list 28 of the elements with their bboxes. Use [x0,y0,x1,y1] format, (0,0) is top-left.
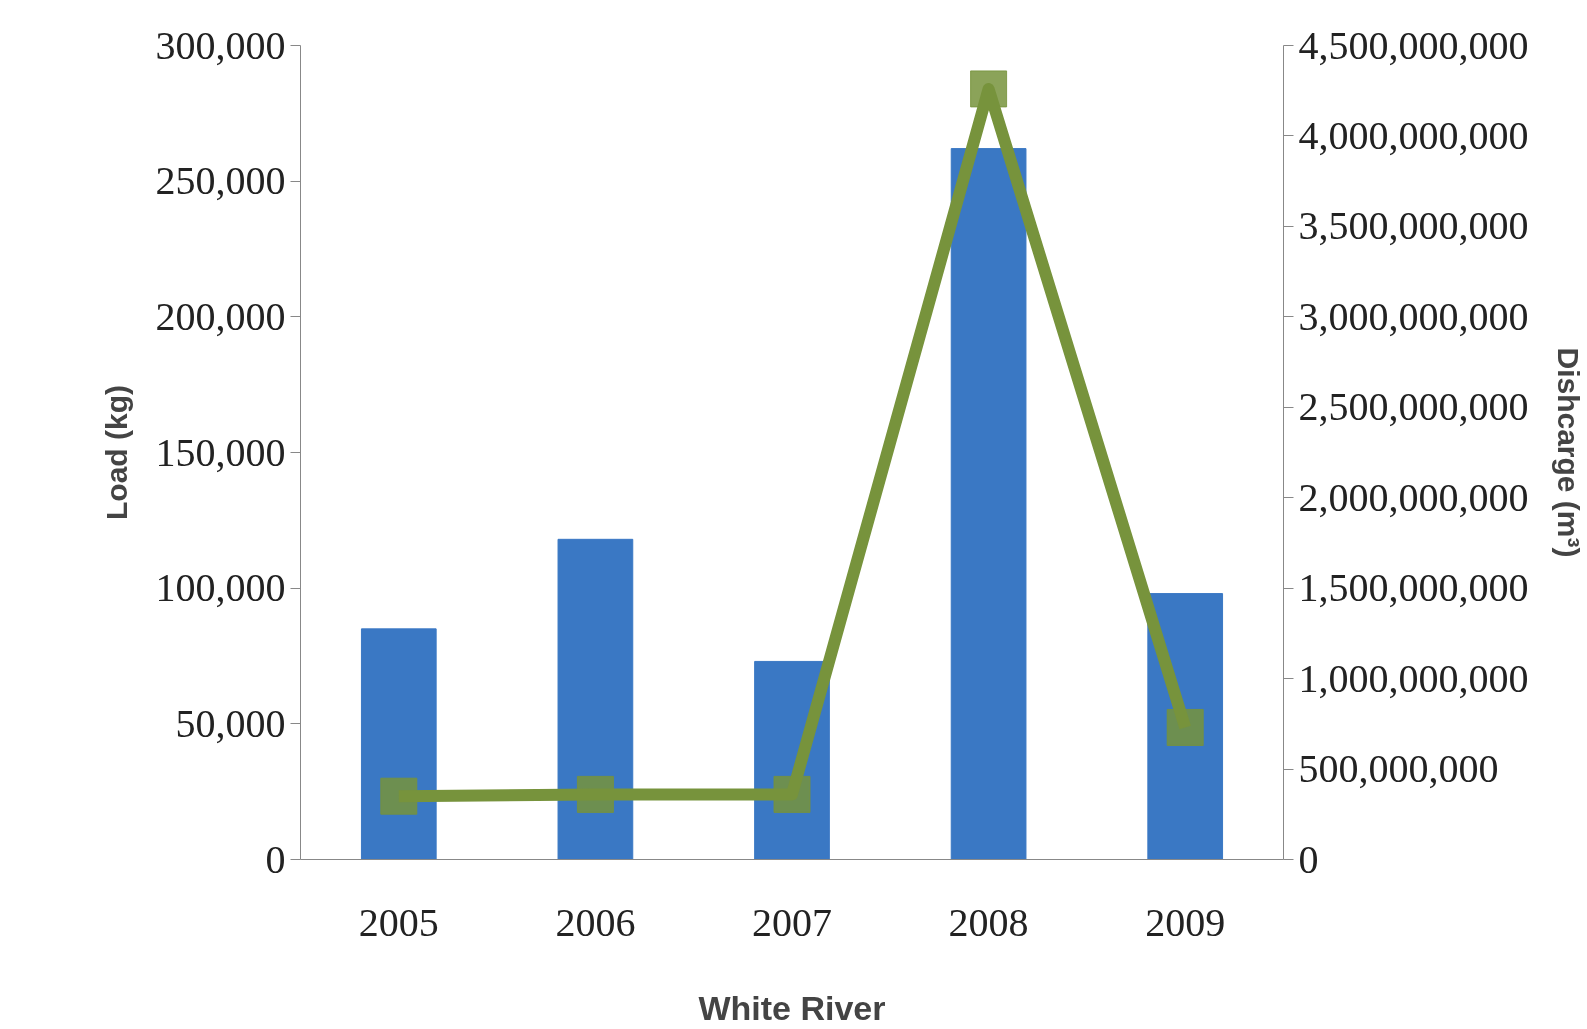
x-tick-label: 2009 [1145,899,1226,945]
y2-tick-label: 4,000,000,000 [1298,112,1529,158]
y2-tick-label: 3,000,000,000 [1298,293,1529,339]
y2-tick-label: 500,000,000 [1298,746,1499,792]
y2-tick-label: 4,500,000,000 [1298,22,1529,68]
y-tick-label: 50,000 [175,700,286,746]
y-tick-label: 0 [265,836,286,882]
bar [360,628,437,860]
y2-axis-title: Dishcarge (m³) [1551,347,1585,558]
bar [950,148,1027,860]
y2-tick-label: 0 [1298,836,1319,882]
y2-tick-label: 3,500,000,000 [1298,203,1529,249]
y-tick-label: 150,000 [155,429,286,475]
x-tick-label: 2005 [358,899,439,945]
y-axis-title: Load (kg) [99,384,133,520]
bar [557,538,634,860]
y2-tick-label: 2,500,000,000 [1298,384,1529,430]
y-tick-label: 100,000 [155,565,286,611]
y-tick-label: 250,000 [155,158,286,204]
x-tick-label: 2006 [555,899,636,945]
x-axis-title: White River [698,988,886,1027]
y2-tick-label: 1,000,000,000 [1298,655,1529,701]
y2-tick-label: 2,000,000,000 [1298,474,1529,520]
y-tick-label: 300,000 [155,22,286,68]
x-tick-label: 2008 [948,899,1029,945]
x-tick-label: 2007 [752,899,832,945]
y2-tick-label: 1,500,000,000 [1298,565,1529,611]
y-tick-label: 200,000 [155,293,286,339]
